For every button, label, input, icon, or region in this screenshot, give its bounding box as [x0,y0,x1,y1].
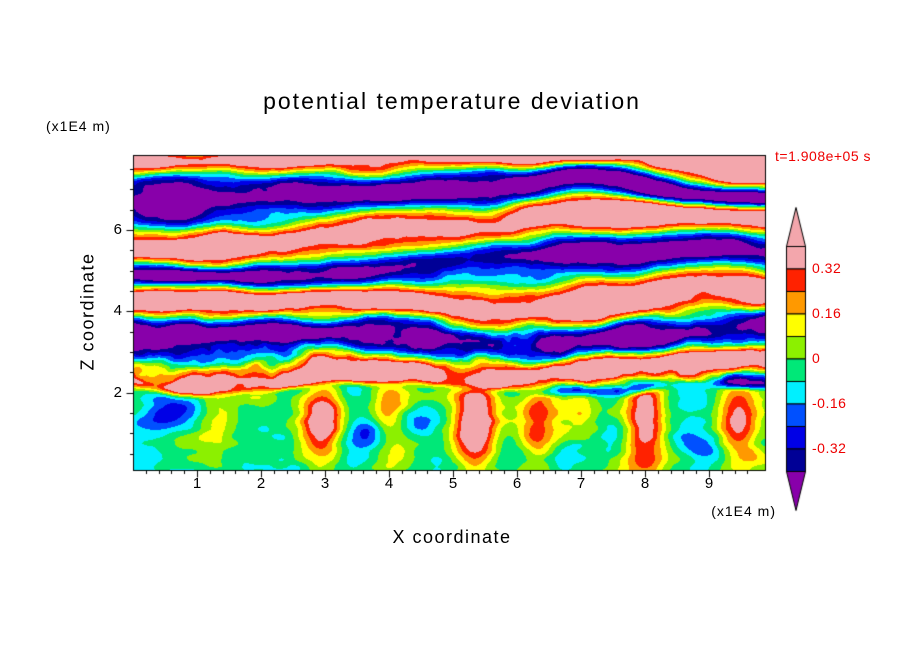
y-axis-unit-label: (x1E4 m) [46,118,111,134]
x-tick-label: 3 [320,475,330,492]
x-tick-label: 5 [448,475,458,492]
x-tick-label: 8 [640,475,650,492]
y-tick-label: 6 [113,220,122,238]
time-annotation: t=1.908e+05 s [775,148,872,164]
x-axis-title: X coordinate [392,527,512,547]
chart-title: potential temperature deviation [263,88,641,114]
x-tick-label: 7 [576,475,586,492]
colorbar-tick-label: -0.32 [812,440,847,456]
y-tick-label: 2 [113,383,122,401]
colorbar-tick-label: 0.32 [812,260,842,276]
colorbar-tick-label: 0 [812,350,821,366]
x-tick-label: 9 [704,475,714,492]
colorbar-tick-label: 0.16 [812,305,842,321]
x-axis-unit-label: (x1E4 m) [711,503,776,519]
x-tick-label: 6 [512,475,522,492]
x-tick-label: 4 [384,475,394,492]
x-tick-label: 1 [192,475,202,492]
x-tick-label: 2 [256,475,266,492]
colorbar-tick-label: -0.16 [812,395,847,411]
y-tick-label: 4 [113,302,122,320]
